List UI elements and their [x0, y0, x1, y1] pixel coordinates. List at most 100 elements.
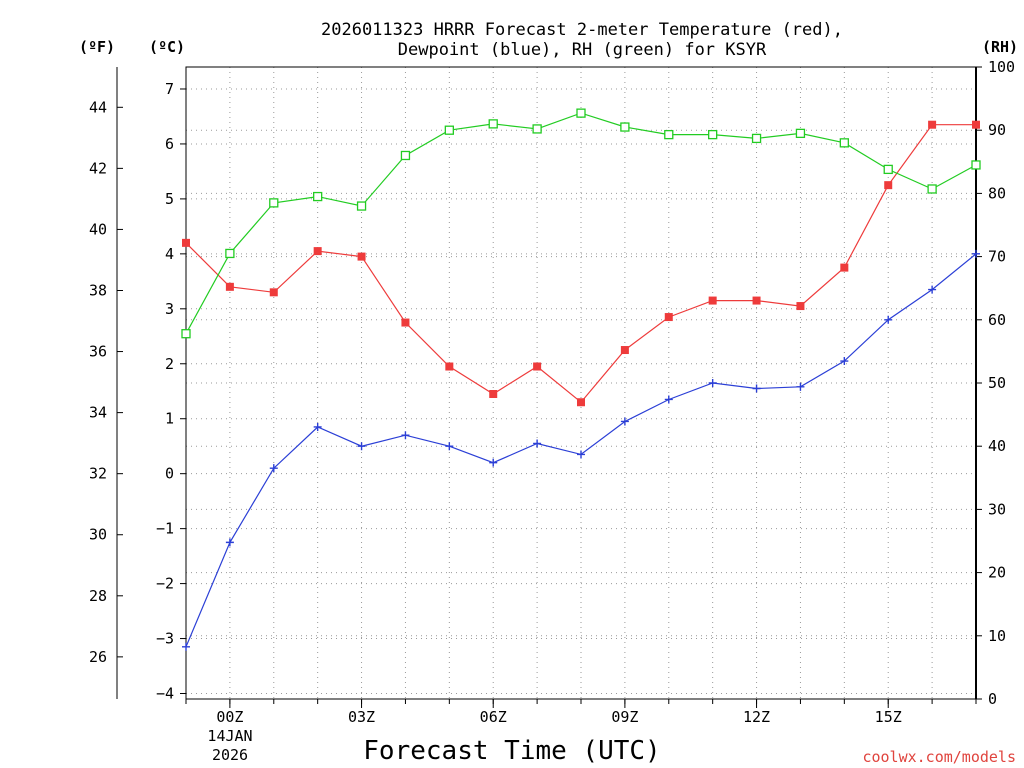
dewpoint-point [752, 384, 761, 393]
dewpoint-point [664, 395, 673, 404]
dewpoint-point [225, 538, 234, 547]
chart-title-line-2: Dewpoint (blue), RH (green) for KSYR [398, 40, 767, 60]
x-axis-tick-label: 00Z [216, 708, 243, 726]
relative-humidity-point [620, 122, 630, 132]
date-label-day: 14JAN [207, 727, 252, 745]
c-axis-tick-label: 6 [165, 135, 174, 153]
f-axis-tick-label: 40 [89, 220, 107, 238]
temperature-point [401, 318, 410, 327]
temperature-point [928, 120, 937, 129]
relative-humidity-point [400, 150, 411, 161]
dewpoint-point [489, 458, 498, 467]
fahrenheit-unit-label: (ºF) [79, 38, 115, 56]
dewpoint-point [840, 357, 849, 366]
dewpoint-point [620, 417, 629, 426]
x-axis-title: Forecast Time (UTC) [363, 736, 660, 766]
temperature-point [752, 296, 761, 305]
rh-axis-tick-label: 40 [988, 437, 1006, 455]
temperature-point [972, 120, 980, 129]
dewpoint-point [269, 464, 278, 473]
temperature-point [313, 247, 322, 256]
relative-humidity-series [181, 108, 981, 339]
temperature-point [884, 181, 893, 190]
f-axis-tick-label: 36 [89, 343, 107, 361]
dewpoint-point [357, 442, 366, 451]
dewpoint-point [401, 431, 410, 440]
c-axis-tick-label: 1 [165, 410, 174, 428]
rh-unit-label: (RH) [982, 38, 1018, 56]
data-series [181, 108, 981, 651]
axes: −4−3−2−101234567262830323436384042440102… [89, 58, 1015, 726]
rh-axis-tick-label: 50 [988, 374, 1006, 392]
c-axis-tick-label: −4 [156, 685, 174, 703]
f-axis-tick-label: 44 [89, 98, 107, 116]
x-axis-date-label: 14JAN 2026 [207, 727, 252, 764]
rh-axis-tick-label: 80 [988, 184, 1006, 202]
f-axis-tick-label: 32 [89, 465, 107, 483]
rh-axis-tick-label: 90 [988, 121, 1006, 139]
temperature-point [620, 346, 629, 355]
relative-humidity-point [927, 184, 937, 194]
f-axis-tick-label: 42 [89, 159, 107, 177]
relative-humidity-point [488, 119, 498, 129]
relative-humidity-point [708, 129, 718, 140]
relative-humidity-point [839, 138, 849, 148]
c-axis-tick-label: −3 [156, 630, 174, 648]
rh-axis-tick-label: 20 [988, 564, 1006, 582]
rh-axis-tick-label: 0 [988, 690, 997, 708]
celsius-unit-label: (ºC) [149, 38, 185, 56]
temperature-point [664, 313, 673, 322]
c-axis-tick-label: 0 [165, 465, 174, 483]
temperature-point [577, 398, 585, 407]
dewpoint-point [972, 249, 980, 258]
rh-axis-tick-label: 70 [988, 248, 1006, 266]
rh-axis-tick-label: 60 [988, 311, 1006, 329]
relative-humidity-point [576, 108, 586, 118]
relative-humidity-point [444, 125, 454, 135]
f-axis-tick-label: 28 [89, 587, 107, 605]
c-axis-tick-label: 4 [165, 245, 174, 263]
temperature-point [269, 288, 278, 297]
c-axis-tick-label: 5 [165, 190, 174, 208]
gridlines [185, 67, 977, 699]
relative-humidity-point [181, 329, 191, 339]
temperature-point [357, 252, 366, 261]
dewpoint-point [445, 442, 454, 451]
temperature-point [445, 362, 454, 371]
dewpoint-point [313, 422, 322, 431]
c-axis-tick-label: 7 [165, 80, 174, 98]
date-label-year: 2026 [212, 746, 248, 764]
dewpoint-point [796, 382, 805, 391]
dewpoint-point [533, 439, 542, 448]
chart-title: 2026011323 HRRR Forecast 2-meter Tempera… [321, 20, 843, 60]
relative-humidity-point [313, 191, 323, 202]
f-axis-tick-label: 34 [89, 404, 107, 422]
temperature-point [182, 238, 190, 247]
rh-axis-tick-label: 10 [988, 627, 1006, 645]
relative-humidity-point [532, 124, 542, 134]
relative-humidity-point [971, 160, 981, 170]
x-axis-tick-label: 09Z [611, 708, 638, 726]
relative-humidity-point [269, 198, 279, 208]
f-axis-tick-label: 38 [89, 281, 107, 299]
temperature-point [796, 302, 805, 311]
rh-axis-tick-label: 30 [988, 500, 1006, 518]
credit-link[interactable]: coolwx.com/models [862, 748, 1016, 766]
relative-humidity-point [795, 128, 806, 139]
c-axis-tick-label: 2 [165, 355, 174, 373]
temperature-point [533, 362, 542, 371]
f-axis-tick-label: 26 [89, 648, 107, 666]
dewpoint-point [928, 285, 937, 294]
dewpoint-series [182, 249, 980, 651]
relative-humidity-point [225, 248, 235, 259]
dewpoint-point [182, 642, 190, 651]
temperature-line [185, 124, 976, 404]
f-axis-tick-label: 30 [89, 526, 107, 544]
c-axis-tick-label: −1 [156, 520, 174, 538]
relative-humidity-point [664, 129, 674, 140]
x-axis-tick-label: 03Z [348, 708, 375, 726]
chart-title-line-1: 2026011323 HRRR Forecast 2-meter Tempera… [321, 20, 843, 40]
x-axis-tick-label: 12Z [743, 708, 770, 726]
relative-humidity-point [751, 133, 762, 144]
